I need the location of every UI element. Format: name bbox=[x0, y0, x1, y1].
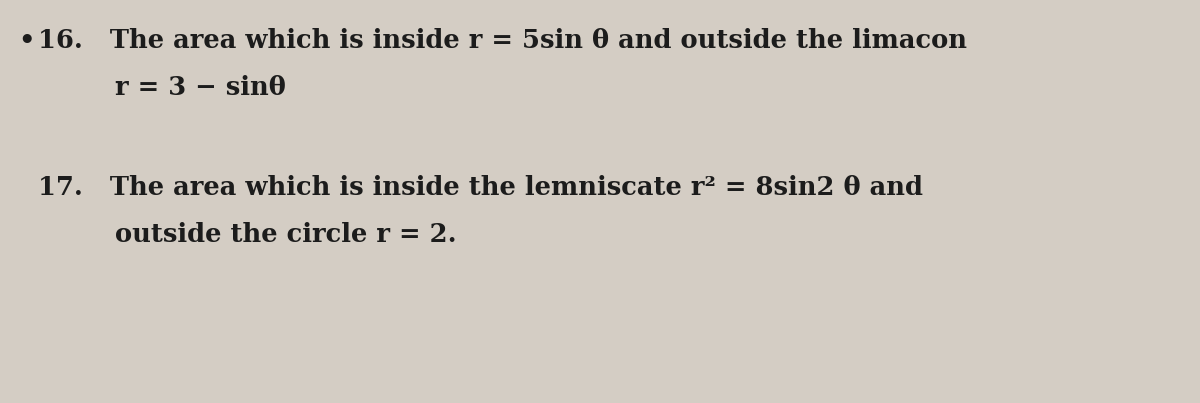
Text: 16.   The area which is inside r = 5sin θ and outside the limacon: 16. The area which is inside r = 5sin θ … bbox=[38, 28, 967, 53]
Text: 17.   The area which is inside the lemniscate r² = 8sin2 θ and: 17. The area which is inside the lemnisc… bbox=[38, 175, 923, 200]
Text: outside the circle r = 2.: outside the circle r = 2. bbox=[115, 222, 457, 247]
Text: •: • bbox=[18, 28, 35, 53]
Text: r = 3 − sinθ: r = 3 − sinθ bbox=[115, 75, 286, 100]
